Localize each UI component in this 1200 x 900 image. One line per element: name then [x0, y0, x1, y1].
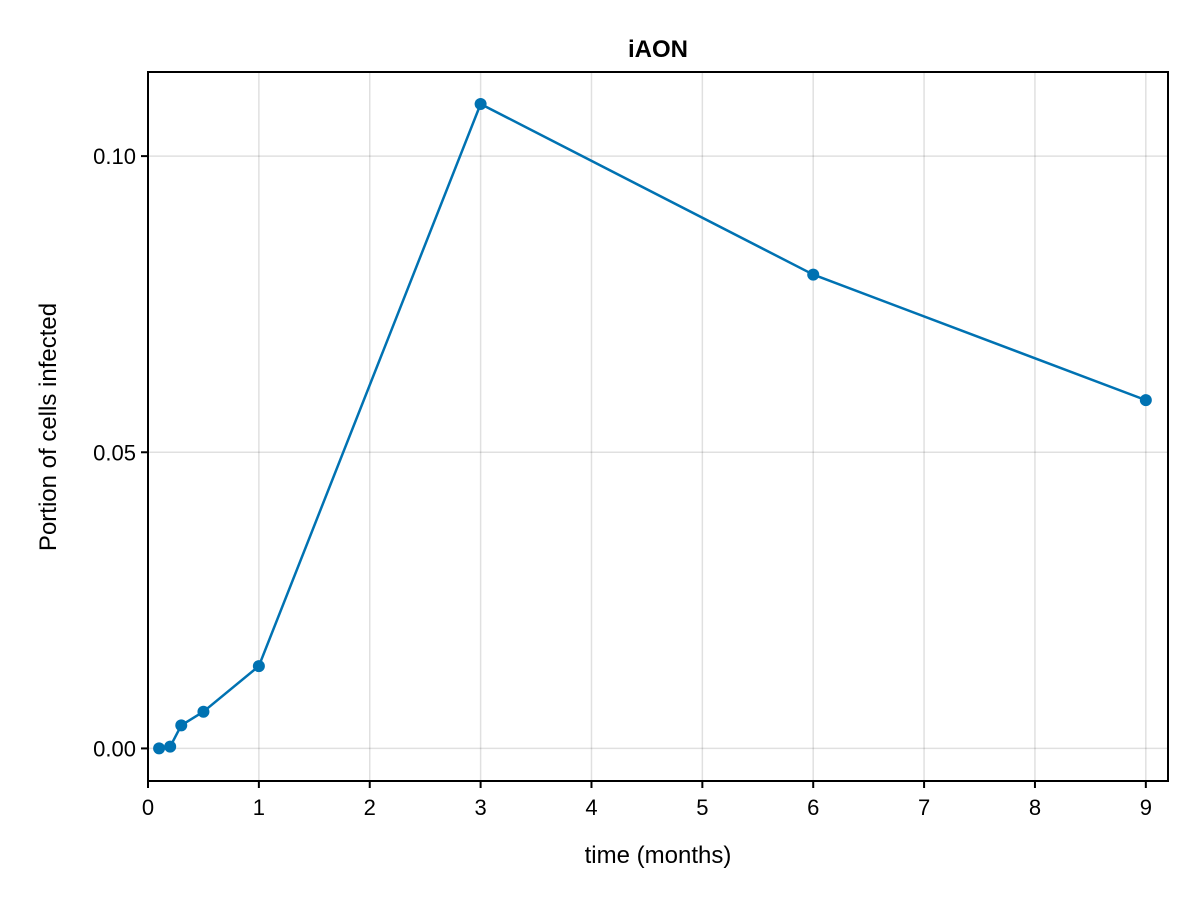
data-point — [164, 740, 177, 753]
y-tick-label: 0.10 — [93, 144, 136, 169]
y-tick-label: 0.05 — [93, 440, 136, 465]
plot-frame — [147, 71, 1169, 782]
data-point — [252, 660, 265, 673]
series-layer — [153, 97, 1152, 755]
data-point — [474, 97, 487, 110]
axis-ticks: 0 1 2 3 4 5 6 7 8 9 0.00 0.05 0.10 — [93, 144, 1152, 820]
x-tick-label: 1 — [253, 795, 265, 820]
data-point — [807, 268, 820, 281]
data-point — [175, 719, 188, 732]
y-tick-label: 0.00 — [93, 736, 136, 761]
x-tick-label: 4 — [585, 795, 597, 820]
data-point — [197, 705, 210, 718]
chart-title: iAON — [628, 36, 688, 63]
grid — [147, 72, 1168, 781]
series-line — [158, 102, 1147, 750]
x-tick-label: 3 — [474, 795, 486, 820]
x-axis-label: time (months) — [585, 842, 732, 869]
x-tick-label: 2 — [364, 795, 376, 820]
x-tick-label: 7 — [918, 795, 930, 820]
data-point — [1139, 394, 1152, 407]
x-tick-label: 6 — [807, 795, 819, 820]
x-tick-label: 5 — [696, 795, 708, 820]
x-tick-label: 0 — [142, 795, 154, 820]
x-tick-label: 8 — [1029, 795, 1041, 820]
y-axis-label: Portion of cells infected — [35, 303, 62, 551]
data-point — [153, 742, 166, 755]
x-tick-label: 9 — [1140, 795, 1152, 820]
